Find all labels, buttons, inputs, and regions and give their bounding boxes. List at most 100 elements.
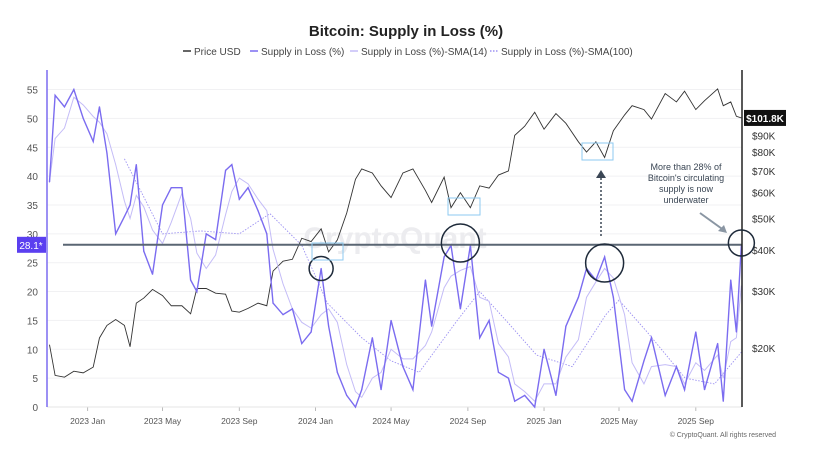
supply-point (214, 239, 217, 241)
supply-point (543, 348, 545, 350)
y-right-tick-label: $90K (752, 131, 776, 142)
supply-point (310, 331, 312, 333)
supply-point (247, 187, 249, 189)
x-tick-label: 2025 May (600, 416, 638, 426)
legend-label: Supply in Loss (%)-SMA(100) (501, 47, 633, 58)
y-right-tick-label: $60K (752, 189, 776, 200)
y-right-tick-label: $30K (752, 287, 776, 298)
supply-point (675, 365, 678, 368)
supply-point (320, 267, 322, 270)
threshold-label: 28.1* (19, 241, 42, 252)
supply-point (82, 117, 84, 120)
supply-point (282, 314, 284, 316)
y-left-tick-label: 35 (27, 201, 39, 212)
supply-point (479, 337, 481, 339)
supply-point (63, 106, 66, 108)
x-tick-label: 2025 Jan (527, 416, 562, 426)
supply-point (354, 406, 357, 408)
supply-point (577, 296, 579, 298)
supply-point (129, 204, 131, 206)
supply-point (257, 210, 259, 212)
y-left-tick-label: 40 (27, 172, 39, 183)
price-highlight-box (581, 142, 614, 161)
legend-label: Price USD (194, 47, 241, 58)
x-tick-label: 2023 May (144, 416, 182, 426)
supply-point (650, 337, 653, 339)
supply-point (123, 215, 126, 218)
y-right-tick-label: $40K (752, 246, 776, 257)
y-left-tick-label: 25 (27, 259, 39, 270)
supply-point (371, 337, 373, 339)
supply-point (507, 377, 510, 379)
supply-point (565, 325, 567, 327)
supply-point (624, 389, 626, 391)
supply-point (412, 389, 414, 391)
threshold-label-box (17, 236, 46, 253)
legend-label: Supply in Loss (%) (261, 47, 344, 58)
supply-point (534, 406, 536, 408)
supply-point (390, 319, 392, 322)
supply-point (643, 360, 645, 362)
supply-point (205, 233, 207, 235)
supply-point (514, 400, 516, 402)
watermark: CryptoQuant (303, 222, 486, 255)
supply-point (196, 290, 198, 293)
last-price-box (744, 109, 786, 126)
supply-point (424, 279, 427, 281)
supply-point (272, 302, 274, 304)
supply-point (181, 187, 183, 189)
supply-point (717, 342, 719, 345)
highlight-circle (727, 229, 756, 257)
supply-point (143, 250, 145, 252)
supply-point (604, 256, 606, 258)
supply-point (291, 308, 294, 310)
sma14-line (49, 96, 742, 403)
supply-point (361, 389, 363, 391)
y-left-tick-label: 0 (32, 403, 38, 414)
y-left-tick-label: 50 (27, 114, 39, 125)
supply-point (380, 389, 382, 391)
y-left-tick-label: 45 (27, 143, 39, 154)
y-left-tick-label: 30 (27, 230, 39, 241)
annotation-arrow (699, 212, 726, 232)
last-price-label: $101.8K (746, 114, 785, 125)
supply-point (346, 394, 348, 397)
highlight-circle (584, 243, 625, 283)
supply-point (190, 279, 192, 281)
supply-point (497, 371, 500, 373)
supply-point (238, 198, 240, 200)
arrow-head-icon (596, 170, 606, 178)
x-tick-label: 2023 Sep (221, 416, 258, 426)
highlight-circle (308, 255, 334, 282)
supply-point (402, 365, 404, 368)
supply-point (555, 394, 557, 397)
supply-point (336, 371, 338, 373)
annotation-text: More than 28% of Bitcoin's circulating sup… (648, 162, 724, 205)
y-left-tick-label: 55 (27, 86, 39, 97)
supply-point (722, 400, 724, 402)
supply-point (73, 88, 75, 91)
chart-title: Bitcoin: Supply in Loss (%) (309, 23, 503, 40)
supply-in-loss-line (48, 87, 743, 409)
price-highlight-box (311, 242, 344, 261)
supply-point (161, 204, 164, 206)
supply-point (524, 394, 526, 397)
supply-point (730, 279, 732, 281)
y-right-tick-label: $50K (752, 215, 776, 226)
supply-point (443, 256, 445, 258)
supply-point (54, 94, 56, 96)
y-left-tick-label: 20 (27, 288, 39, 299)
x-tick-label: 2024 May (372, 416, 410, 426)
supply-point (135, 163, 137, 166)
supply-point (735, 331, 737, 333)
supply-point (301, 342, 303, 345)
y-left-tick-label: 5 (32, 374, 38, 385)
y-left-tick-label: 15 (27, 316, 39, 327)
x-tick-label: 2023 Jan (70, 416, 105, 426)
annotation-arrow-head-icon (718, 225, 727, 233)
supply-point (48, 181, 51, 183)
supply-point (92, 140, 94, 143)
supply-point (631, 400, 633, 402)
x-tick-label: 2024 Sep (450, 416, 487, 426)
